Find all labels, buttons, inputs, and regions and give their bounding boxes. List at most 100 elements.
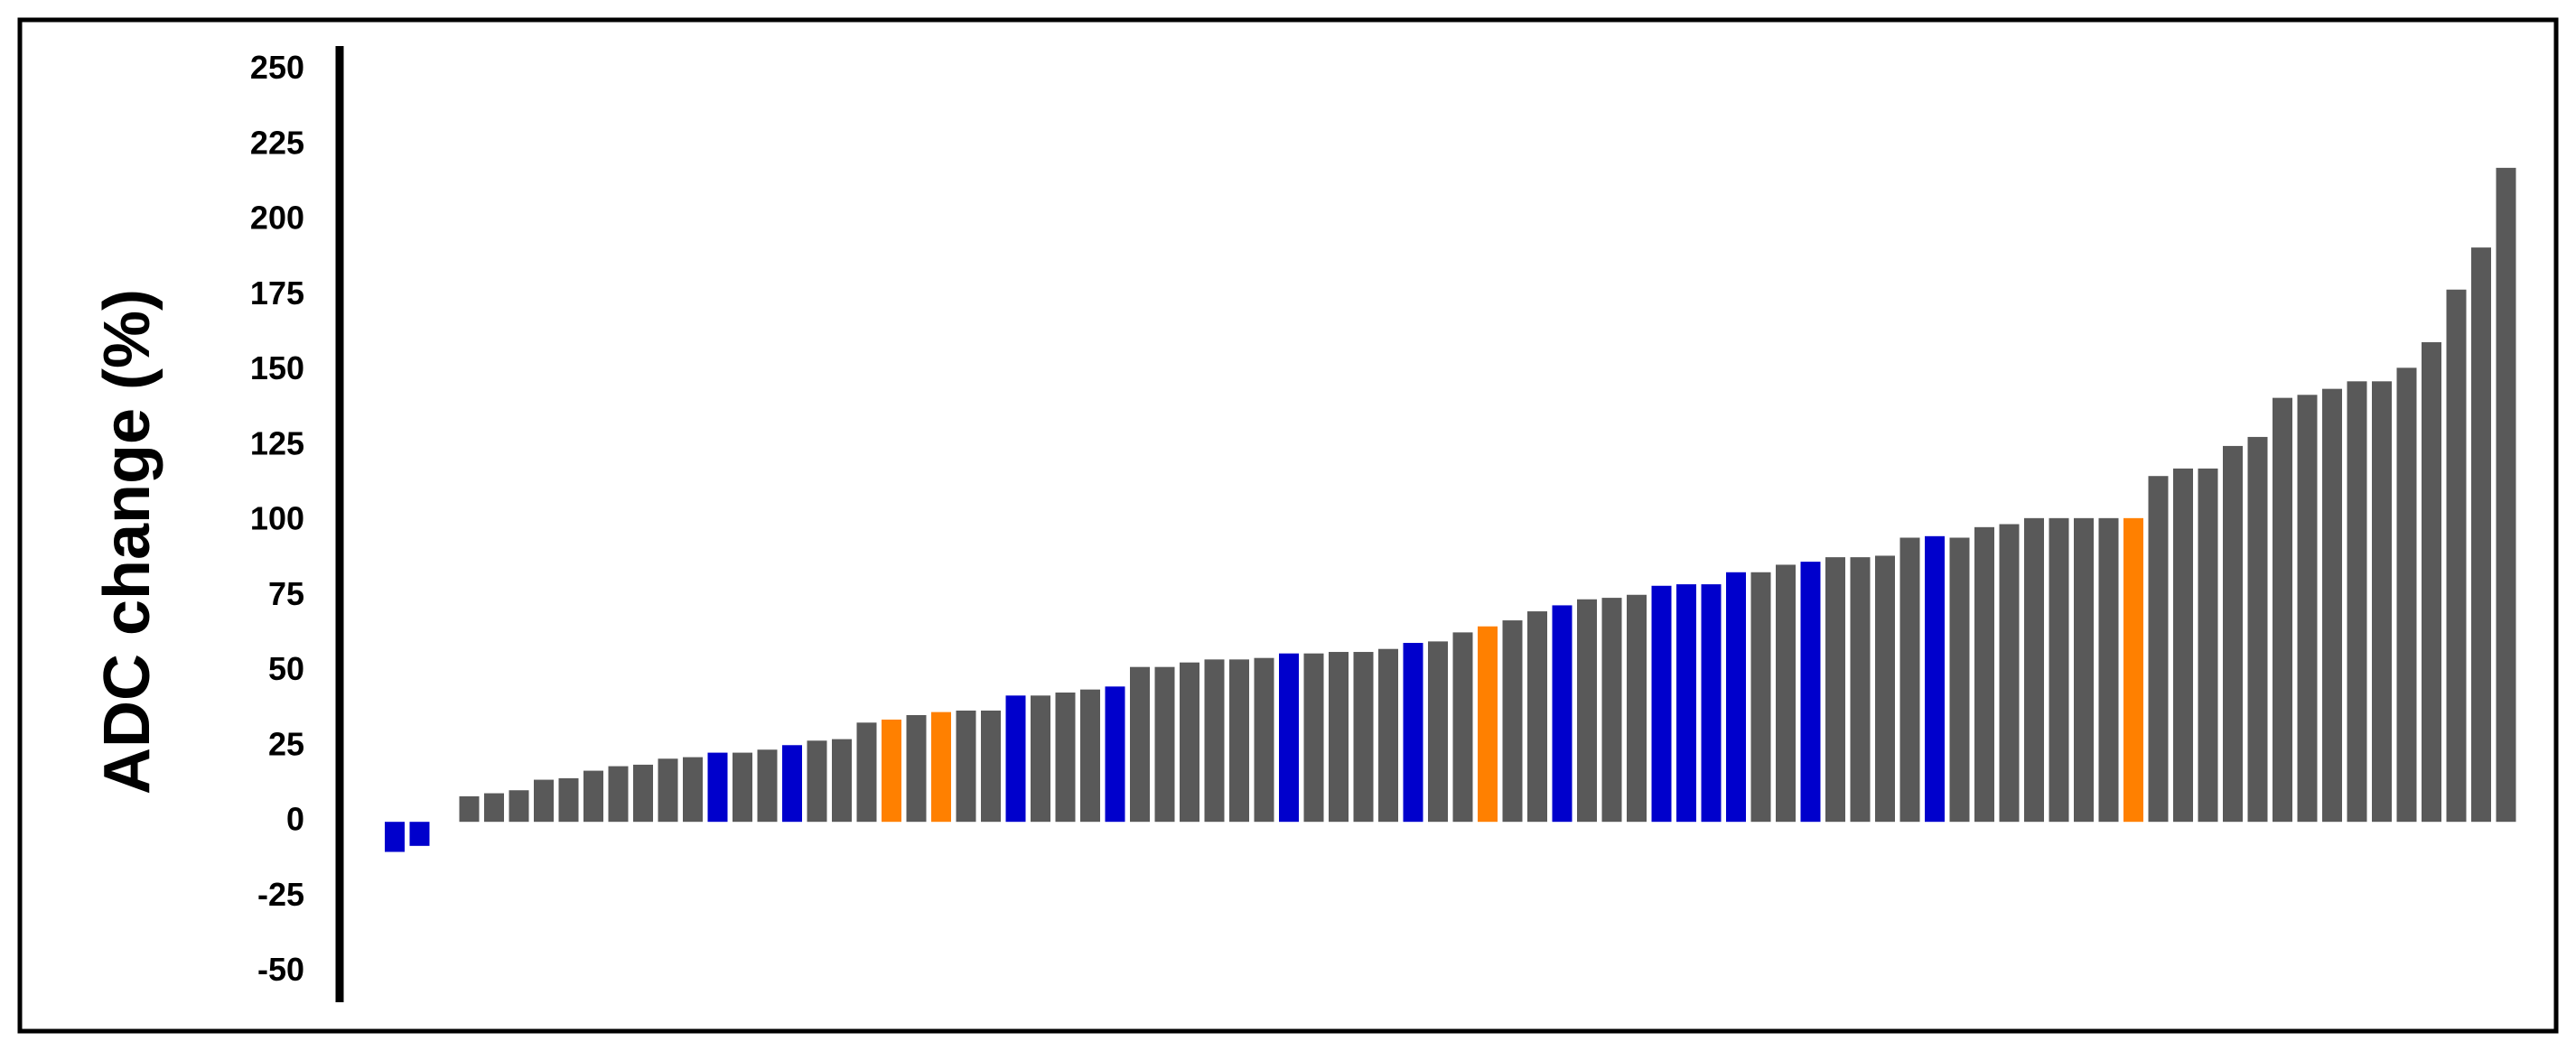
- bar: [558, 777, 579, 823]
- bar: [2396, 367, 2417, 823]
- y-tick-label: 200: [250, 200, 304, 237]
- bar: [1105, 686, 1125, 823]
- bar: [1303, 653, 1324, 823]
- bar: [1154, 666, 1175, 823]
- bar: [1229, 659, 1249, 823]
- y-axis-label: ADC change (%): [91, 289, 163, 795]
- bar: [757, 749, 778, 823]
- bar: [931, 712, 951, 823]
- y-tick-label: 125: [250, 424, 304, 461]
- bar: [1949, 537, 1970, 823]
- bar: [2297, 395, 2318, 823]
- bar: [1527, 611, 1547, 823]
- bar: [1750, 572, 1771, 823]
- bar: [1776, 564, 1796, 823]
- bar: [2347, 381, 2367, 823]
- bar: [484, 793, 504, 823]
- y-tick-label: -50: [257, 951, 304, 988]
- bar: [1329, 652, 1349, 823]
- bar: [658, 758, 678, 823]
- bar: [2422, 342, 2441, 823]
- bar: [2074, 517, 2094, 823]
- bar: [608, 766, 629, 823]
- bar: [1974, 526, 1994, 823]
- bar: [733, 752, 752, 823]
- y-tick-label: 175: [250, 274, 304, 312]
- bar: [1701, 584, 1722, 823]
- bar: [1850, 557, 1871, 823]
- bar: [1800, 562, 1821, 823]
- bar: [2496, 167, 2516, 823]
- bar: [1825, 557, 1845, 823]
- bar: [856, 722, 877, 823]
- bar: [882, 719, 901, 823]
- bar: [1577, 599, 1597, 823]
- bar: [956, 710, 976, 823]
- bar: [2173, 468, 2193, 823]
- y-tick-label: 0: [286, 801, 304, 838]
- bar: [2247, 436, 2268, 823]
- y-tick-label: 100: [250, 500, 304, 537]
- bar: [1005, 695, 1026, 823]
- bar: [2273, 397, 2292, 823]
- bar: [782, 745, 802, 823]
- bar: [1130, 666, 1150, 823]
- bar: [1204, 659, 1225, 823]
- bar: [1601, 598, 1622, 823]
- bar: [2322, 388, 2342, 823]
- bar: [459, 795, 480, 823]
- bar: [1403, 643, 1423, 823]
- bar: [1452, 632, 1473, 823]
- bar: [2372, 381, 2392, 823]
- bar: [1999, 524, 2020, 823]
- bar: [2223, 445, 2243, 823]
- y-tick-label: -25: [257, 876, 304, 913]
- bar: [1676, 584, 1696, 823]
- y-tick-label: 150: [250, 349, 304, 386]
- bar: [1279, 653, 1299, 823]
- bar: [1428, 641, 1448, 823]
- bar: [385, 822, 405, 852]
- bar: [807, 740, 827, 823]
- bar: [1627, 594, 1647, 823]
- bar: [1353, 652, 1374, 823]
- bar: [2123, 517, 2143, 823]
- bar: [707, 752, 728, 823]
- bar: [1726, 572, 1746, 823]
- bar: [906, 714, 927, 823]
- bar: [1875, 555, 1895, 823]
- bar: [1502, 620, 1523, 823]
- y-tick-label: 250: [250, 49, 304, 86]
- bar: [2024, 517, 2044, 823]
- y-tick-label: 25: [268, 725, 304, 762]
- bar: [1651, 585, 1672, 823]
- bar: [1552, 605, 1573, 823]
- bar: [1478, 626, 1498, 823]
- bar: [1254, 657, 1274, 823]
- bar: [1378, 648, 1398, 823]
- bar: [1031, 695, 1050, 823]
- bar: [2049, 517, 2069, 823]
- bar: [1925, 535, 1945, 823]
- y-tick-label: 75: [268, 575, 304, 612]
- bar: [1899, 537, 1920, 823]
- bar: [583, 770, 603, 823]
- bar: [683, 757, 703, 823]
- y-tick-label: 50: [268, 650, 304, 687]
- bar: [1080, 689, 1100, 823]
- bar: [409, 822, 430, 846]
- y-tick-label: 225: [250, 124, 304, 161]
- bar: [509, 790, 529, 823]
- bar: [534, 779, 554, 823]
- bar: [2198, 468, 2218, 823]
- bar: [2148, 476, 2169, 823]
- bar: [2098, 517, 2119, 823]
- bar: [832, 739, 852, 823]
- bar: [981, 710, 1001, 823]
- bar: [2446, 289, 2467, 823]
- bar: [633, 764, 653, 823]
- bar: [2471, 247, 2491, 823]
- bar: [1055, 692, 1076, 823]
- bar: [1180, 662, 1199, 823]
